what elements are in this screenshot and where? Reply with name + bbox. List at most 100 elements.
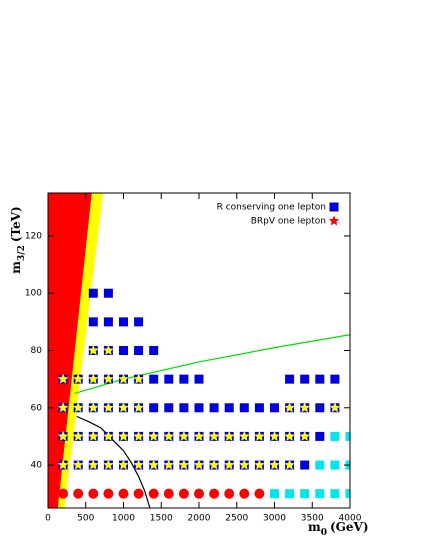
y-label-sub: 3/2 [17,245,27,261]
legend-label: BRpV one lepton [251,217,326,227]
star-marker [103,402,114,413]
circle-marker [73,488,84,499]
plot-area [48,193,350,508]
legend-label: R conserving one lepton [217,203,326,213]
square-marker [194,403,204,413]
square-marker [179,374,189,384]
square-marker [149,403,159,413]
y-tick-label: 40 [31,461,43,471]
square-marker [300,489,310,499]
square-marker [209,403,219,413]
y-tick-label: 80 [31,346,43,356]
star-marker [208,459,220,470]
circle-marker [148,488,159,499]
star-marker [254,459,265,470]
square-marker [330,460,340,470]
square-marker [149,346,159,355]
star-marker [178,430,190,441]
region [48,193,92,508]
x-tick-label: 3000 [263,514,286,524]
star-marker [73,402,84,413]
square-marker [119,346,128,355]
x-tick-label: 0 [45,514,51,524]
circle-marker [254,488,265,499]
circle-marker [194,488,204,499]
square-marker [330,431,340,441]
star-marker [299,402,310,413]
curve [74,334,350,395]
star-marker [103,430,114,441]
circle-marker [239,488,250,499]
square-marker [103,288,113,298]
circle-marker [118,488,129,499]
star-marker [329,402,341,413]
square-marker [103,317,113,327]
square-marker [119,317,128,327]
circle-marker [224,488,235,499]
square-marker [315,403,325,413]
star-marker [88,430,99,441]
y-tick-label: 120 [25,231,42,241]
star-marker [299,430,310,441]
x-tick-label: 1000 [112,514,135,524]
square-marker [194,374,204,384]
star-marker [88,373,99,384]
star-marker [224,430,235,441]
star-marker [103,345,114,355]
star-marker [163,430,174,441]
square-marker [315,431,325,441]
circle-marker [88,488,99,499]
star-marker [254,430,265,441]
star-marker [239,430,250,441]
star-marker [208,430,220,441]
star-marker [269,459,280,470]
star-marker [239,459,250,470]
square-marker [134,346,144,355]
square-marker [315,489,325,499]
square-marker [330,374,340,384]
x-tick-label: 3500 [301,514,324,524]
circle-marker [178,488,189,499]
square-marker [285,374,295,384]
star-marker [284,459,295,470]
y-axis-label: m3/2 (TeV) [9,206,27,273]
square-marker [300,460,310,470]
square-marker [149,374,159,384]
circle-marker [209,488,220,499]
square-marker [285,489,295,499]
square-marker [345,489,350,499]
x-axis-label: m0 (GeV) [308,520,369,538]
x-tick-label: 2500 [225,514,248,524]
y-label-main: m [9,261,23,274]
star-marker [133,459,144,470]
star-marker [178,459,190,470]
star-marker [133,373,144,384]
star-marker [163,459,174,470]
star-marker [57,430,69,441]
square-marker [164,374,174,384]
star-marker [88,459,99,470]
square-marker [330,489,340,499]
curve [76,415,151,508]
star-marker [57,373,69,384]
square-marker [270,489,279,499]
square-marker [179,403,189,413]
square-marker [239,403,249,413]
square-marker [164,403,174,413]
x-tick-label: 4000 [339,514,362,524]
star-marker [118,373,129,384]
star-marker [118,430,129,441]
star-marker [284,402,295,413]
circle-marker [163,488,174,499]
star-marker [148,459,159,470]
star-marker [328,215,340,226]
x-tick-label: 500 [77,514,94,524]
star-marker [57,459,69,470]
circle-marker [103,488,114,499]
star-marker [73,459,84,470]
star-marker [193,459,205,470]
star-marker [284,430,295,441]
star-marker [118,402,129,413]
x-label-main: m [308,520,321,534]
y-tick-label: 100 [25,289,42,299]
